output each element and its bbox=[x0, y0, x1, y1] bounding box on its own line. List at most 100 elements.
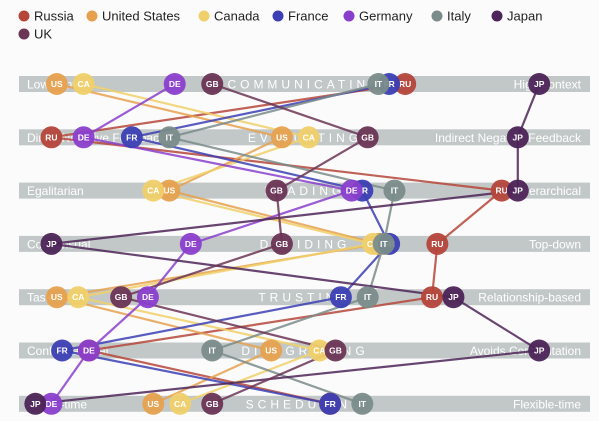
node-us-trusting[interactable]: US bbox=[45, 286, 68, 309]
legend-label: Japan bbox=[507, 9, 542, 24]
node-label: JP bbox=[46, 239, 57, 249]
node-us-evaluating[interactable]: US bbox=[270, 126, 293, 149]
node-label: CA bbox=[303, 132, 315, 142]
node-ca-evaluating[interactable]: CA bbox=[297, 126, 320, 149]
node-gb-disagreeing[interactable]: GB bbox=[324, 339, 347, 362]
node-de-leading[interactable]: DE bbox=[340, 179, 363, 202]
node-label: FR bbox=[126, 132, 137, 142]
dimension-left-label: Egalitarian bbox=[27, 184, 84, 198]
node-fr-disagreeing[interactable]: FR bbox=[51, 339, 74, 362]
node-label: FR bbox=[324, 399, 335, 409]
node-us-scheduling[interactable]: US bbox=[142, 392, 165, 415]
node-label: US bbox=[163, 186, 175, 196]
node-label: US bbox=[265, 346, 277, 356]
node-circle bbox=[297, 126, 320, 149]
node-label: CA bbox=[72, 292, 84, 302]
node-circle bbox=[528, 339, 551, 362]
node-ca-disagreeing[interactable]: CA bbox=[308, 339, 331, 362]
node-de-evaluating[interactable]: DE bbox=[72, 126, 95, 149]
legend-label: Canada bbox=[214, 9, 260, 24]
node-de-communicating[interactable]: DE bbox=[163, 73, 186, 95]
node-label: DE bbox=[78, 132, 90, 142]
node-it-disagreeing[interactable]: IT bbox=[201, 339, 224, 362]
legend-item-gb[interactable]: UK bbox=[18, 27, 53, 42]
node-jp-disagreeing[interactable]: JP bbox=[528, 339, 551, 362]
node-ru-evaluating[interactable]: RU bbox=[40, 126, 63, 149]
node-gb-communicating[interactable]: GB bbox=[201, 73, 224, 95]
legend-item-de[interactable]: Germany bbox=[343, 9, 413, 24]
node-fr-scheduling[interactable]: FR bbox=[319, 392, 342, 415]
node-jp-trusting[interactable]: JP bbox=[442, 286, 465, 309]
legend-item-fr[interactable]: France bbox=[272, 9, 329, 24]
legend-item-ca[interactable]: Canada bbox=[198, 9, 261, 24]
node-ca-leading[interactable]: CA bbox=[142, 179, 165, 202]
node-circle bbox=[51, 339, 74, 362]
node-label: RU bbox=[431, 239, 443, 249]
node-circle bbox=[383, 179, 406, 202]
legend-item-ru[interactable]: Russia bbox=[18, 9, 75, 24]
node-label: IT bbox=[375, 79, 383, 89]
node-it-leading[interactable]: IT bbox=[383, 179, 406, 202]
legend-item-us[interactable]: United States bbox=[86, 9, 181, 24]
node-circle bbox=[45, 286, 68, 309]
node-label: DE bbox=[185, 239, 197, 249]
node-de-deciding[interactable]: DE bbox=[179, 232, 202, 255]
node-gb-trusting[interactable]: GB bbox=[110, 286, 133, 309]
node-it-evaluating[interactable]: IT bbox=[158, 126, 181, 149]
node-ru-trusting[interactable]: RU bbox=[421, 286, 443, 309]
node-fr-evaluating[interactable]: FR bbox=[120, 126, 143, 149]
node-label: RU bbox=[496, 186, 508, 196]
node-circle bbox=[72, 126, 95, 149]
node-ru-communicating[interactable]: RU bbox=[394, 73, 417, 95]
node-jp-communicating[interactable]: JP bbox=[528, 73, 551, 95]
node-jp-deciding[interactable]: JP bbox=[40, 232, 63, 255]
node-us-communicating[interactable]: US bbox=[45, 73, 68, 95]
dimension-right-label: Top-down bbox=[529, 237, 581, 251]
node-gb-leading[interactable]: GB bbox=[265, 179, 288, 202]
node-label: GB bbox=[270, 186, 283, 196]
node-circle bbox=[142, 392, 165, 415]
node-label: DE bbox=[83, 346, 95, 356]
node-label: IT bbox=[208, 346, 216, 356]
node-ru-deciding[interactable]: RU bbox=[426, 232, 449, 255]
node-jp-scheduling[interactable]: JP bbox=[24, 392, 47, 415]
node-circle bbox=[201, 392, 224, 415]
node-circle bbox=[324, 339, 347, 362]
legend-item-jp[interactable]: Japan bbox=[491, 9, 543, 24]
node-label: DE bbox=[169, 79, 181, 89]
node-jp-leading[interactable]: JP bbox=[506, 179, 529, 202]
dimension-bands: Low-contextHigh-contextCOMMUNICATINGDire… bbox=[19, 76, 590, 412]
node-ca-communicating[interactable]: CA bbox=[72, 73, 95, 95]
node-de-disagreeing[interactable]: DE bbox=[77, 339, 100, 362]
dimension-right-label: Flexible-time bbox=[513, 397, 581, 411]
node-jp-evaluating[interactable]: JP bbox=[506, 126, 529, 149]
node-gb-deciding[interactable]: GB bbox=[270, 232, 293, 255]
node-ca-trusting[interactable]: CA bbox=[67, 286, 90, 309]
node-de-trusting[interactable]: DE bbox=[136, 286, 159, 309]
node-ca-scheduling[interactable]: CA bbox=[169, 392, 192, 415]
node-de-scheduling[interactable]: DE bbox=[40, 392, 63, 415]
node-gb-scheduling[interactable]: GB bbox=[201, 392, 224, 415]
node-us-leading[interactable]: US bbox=[158, 179, 181, 202]
legend-swatch bbox=[272, 10, 284, 22]
node-circle bbox=[506, 179, 529, 202]
node-fr-trusting[interactable]: FR bbox=[329, 286, 352, 309]
node-it-communicating[interactable]: IT bbox=[367, 73, 390, 95]
node-label: IT bbox=[391, 186, 399, 196]
node-circle bbox=[72, 73, 95, 95]
legend-item-it[interactable]: Italy bbox=[431, 9, 472, 24]
node-ru-leading[interactable]: RU bbox=[490, 179, 513, 202]
node-label: IT bbox=[380, 239, 388, 249]
legend-swatch bbox=[86, 10, 98, 22]
node-it-trusting[interactable]: IT bbox=[356, 286, 379, 309]
node-circle bbox=[490, 179, 513, 202]
node-it-deciding[interactable]: IT bbox=[372, 232, 395, 255]
node-circle bbox=[367, 73, 390, 95]
node-label: GB bbox=[276, 239, 289, 249]
node-circle bbox=[528, 73, 551, 95]
node-label: CA bbox=[77, 79, 89, 89]
node-us-disagreeing[interactable]: US bbox=[260, 339, 283, 362]
node-label: GB bbox=[206, 79, 219, 89]
node-it-scheduling[interactable]: IT bbox=[351, 392, 374, 415]
node-gb-evaluating[interactable]: GB bbox=[356, 126, 379, 149]
